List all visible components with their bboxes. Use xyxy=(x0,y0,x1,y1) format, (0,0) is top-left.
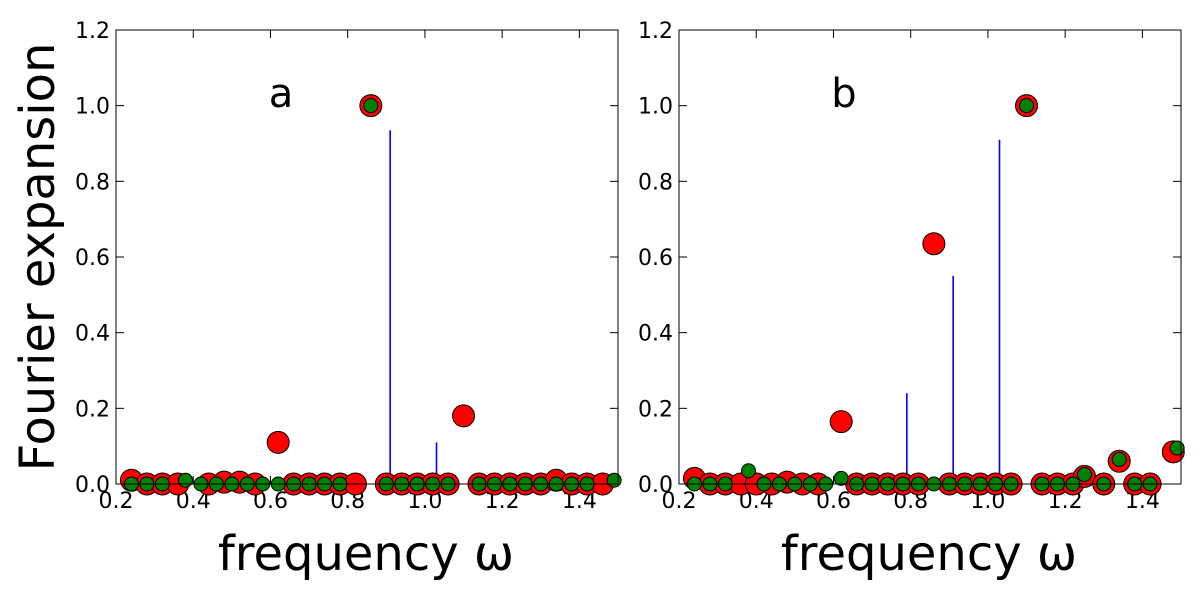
y-tick-label: 0.6 xyxy=(638,246,673,271)
red-marker xyxy=(922,232,946,256)
green-marker xyxy=(606,472,622,488)
y-tick-label: 0.8 xyxy=(75,170,110,195)
panel-label: a xyxy=(269,71,294,117)
panel-b: b frequency ω 0.2 0.4 0.6 0.8 1.0 1.2 1.40.00.… xyxy=(638,19,1185,582)
y-tick-label: 0.0 xyxy=(75,473,110,498)
y-tick-label: 1.0 xyxy=(638,95,673,120)
x-tick-label: 0.2 xyxy=(662,489,697,514)
panel-label: b xyxy=(831,71,856,117)
plot-frame xyxy=(678,29,1182,485)
green-marker xyxy=(363,98,379,114)
y-tick-label: 1.0 xyxy=(75,95,110,120)
green-marker xyxy=(1169,440,1185,456)
green-marker xyxy=(1111,451,1127,467)
plot-marks xyxy=(682,94,1185,496)
y-tick-label: 1.2 xyxy=(638,19,673,44)
panel-a: a frequency ω 0.2 0.4 0.6 0.8 1.0 1.2 1.40.00.… xyxy=(75,19,622,582)
red-marker xyxy=(266,430,290,454)
x-axis-title: frequency ω xyxy=(218,526,514,582)
y-tick-label: 0.4 xyxy=(75,322,110,347)
green-marker xyxy=(178,472,194,488)
green-marker xyxy=(1019,98,1035,114)
axis-ticks: 0.2 0.4 0.6 0.8 1.0 1.2 1.40.00.20.40.60.81.01… xyxy=(638,19,1181,514)
plot-frame xyxy=(115,29,619,485)
y-tick-label: 1.2 xyxy=(75,19,110,44)
x-tick-label: 0.2 xyxy=(99,489,134,514)
y-tick-label: 0.0 xyxy=(638,473,673,498)
red-marker xyxy=(829,410,853,434)
green-marker xyxy=(833,470,849,486)
y-tick-label: 0.2 xyxy=(75,397,110,422)
y-tick-label: 0.8 xyxy=(638,170,673,195)
red-marker xyxy=(452,404,476,428)
y-tick-label: 0.4 xyxy=(638,322,673,347)
y-axis-title: Fourier expansion xyxy=(10,43,66,472)
y-tick-label: 0.2 xyxy=(638,397,673,422)
axis-ticks: 0.2 0.4 0.6 0.8 1.0 1.2 1.40.00.20.40.60.81.01… xyxy=(75,19,618,514)
plot-marks xyxy=(119,94,622,496)
green-marker xyxy=(1076,467,1092,483)
green-marker xyxy=(741,463,757,479)
y-tick-label: 0.6 xyxy=(75,246,110,271)
x-axis-title: frequency ω xyxy=(781,526,1077,582)
